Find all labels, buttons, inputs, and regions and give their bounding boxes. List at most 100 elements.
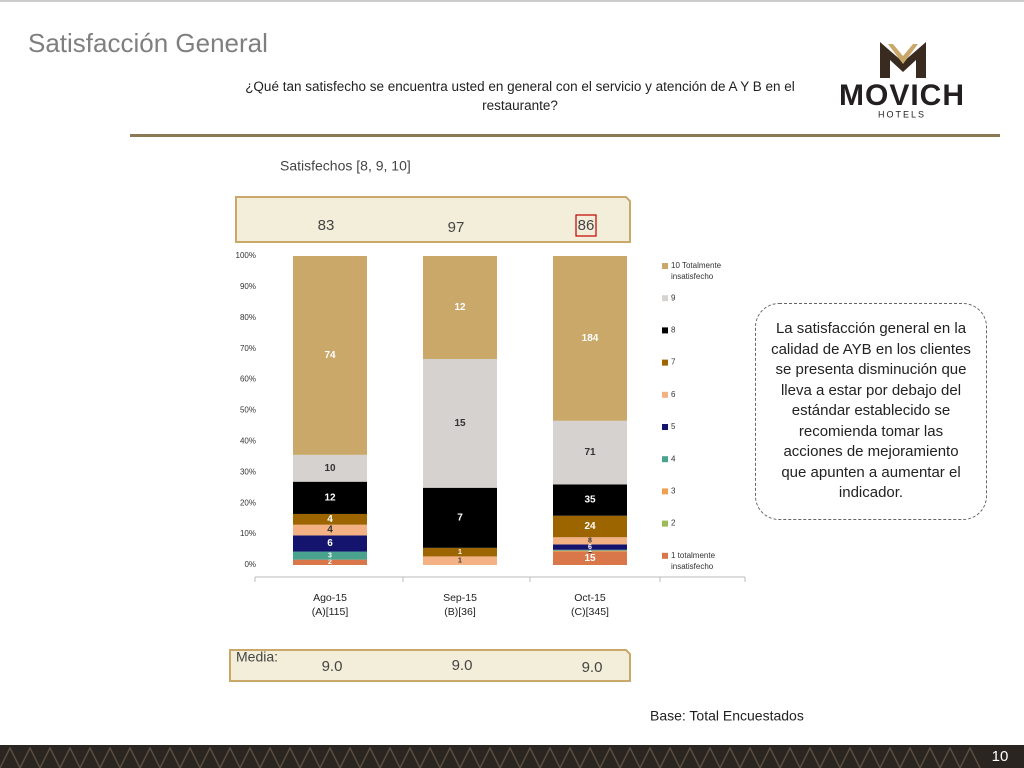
callout: La satisfacción general en la calidad de… — [755, 303, 987, 520]
value-label: 15 — [584, 553, 596, 564]
legend-label: 6 — [671, 390, 676, 399]
satisfied-value: 86 — [578, 217, 595, 234]
legend-label: 2 — [671, 519, 676, 528]
logo: MOVICH HOTELS — [839, 42, 965, 119]
bar-segment — [553, 549, 627, 551]
bar-segment — [553, 537, 627, 545]
satisfied-value: 83 — [318, 217, 335, 234]
x-tick-sublabel: (A)[115] — [312, 606, 349, 618]
bar-segment — [423, 547, 497, 557]
legend-swatch — [662, 263, 668, 269]
bar-segment — [423, 359, 497, 488]
y-tick-label: 90% — [240, 282, 256, 291]
logo-name: MOVICH — [839, 79, 965, 112]
value-label: 1 — [588, 547, 592, 554]
legend-label: 1 totalmente insatisfecho — [671, 551, 716, 571]
title: Satisfacción General — [28, 28, 268, 58]
bar-segment — [293, 524, 367, 536]
bar-segment — [293, 481, 367, 514]
value-label: 6 — [327, 538, 333, 549]
media-box — [229, 649, 631, 682]
y-tick-label: 10% — [240, 529, 256, 538]
legend-swatch — [662, 520, 668, 527]
bar-segment — [293, 535, 367, 552]
media-label: Media: — [236, 649, 278, 665]
value-label: 4 — [327, 514, 333, 525]
legend-label: 4 — [671, 454, 676, 463]
bar-segment — [293, 551, 367, 560]
legend-swatch — [662, 456, 668, 463]
value-label: 12 — [324, 492, 336, 503]
bar-segment — [293, 513, 367, 525]
y-tick-label: 40% — [240, 437, 256, 446]
value-label: 1 — [458, 549, 462, 556]
bar-segment — [423, 556, 497, 565]
y-tick-label: 80% — [240, 313, 256, 322]
value-label: 10 — [324, 463, 336, 474]
page-number: 10 — [992, 748, 1009, 765]
satisfied-label: Satisfechos [8, 9, 10] — [280, 158, 411, 174]
x-tick-label: Oct-15 — [574, 592, 606, 604]
question: ¿Qué tan satisfecho se encuentra usted e… — [245, 79, 795, 113]
y-tick-label: 20% — [240, 498, 256, 507]
media-value: 9.0 — [452, 657, 473, 674]
bar-segment — [423, 487, 497, 548]
legend-label: 9 — [671, 293, 676, 302]
value-label: 184 — [582, 333, 599, 344]
legend-swatch — [662, 488, 668, 495]
media-value: 9.0 — [582, 659, 603, 676]
logo-mark-gold — [888, 44, 918, 64]
header-rule — [130, 134, 1000, 137]
x-tick-sublabel: (C)[345] — [571, 606, 609, 618]
bar-segment — [293, 256, 367, 455]
legend-label: 10 Totalmente insatisfecho — [671, 261, 722, 281]
legend-swatch — [662, 391, 668, 398]
bar-segment — [553, 550, 627, 552]
legend-swatch — [662, 327, 668, 334]
legend-label: 7 — [671, 358, 676, 367]
value-label: 74 — [324, 350, 336, 361]
satisfied-box — [235, 196, 631, 243]
value-label: 24 — [584, 521, 596, 532]
bar-segment — [553, 256, 627, 421]
logo-sub: HOTELS — [878, 109, 926, 119]
base-note: Base: Total Encuestados — [650, 708, 804, 724]
bar-segment — [553, 420, 627, 485]
value-label: 12 — [454, 302, 466, 313]
value-label: 35 — [584, 495, 596, 506]
y-tick-label: 70% — [240, 344, 256, 353]
legend-label: 8 — [671, 326, 676, 335]
x-tick-label: Ago-15 — [313, 592, 347, 604]
satisfied-value: 97 — [448, 219, 465, 236]
bar-segment — [423, 256, 497, 359]
value-label: 1 — [458, 558, 462, 565]
y-tick-label: 0% — [244, 560, 256, 569]
legend-swatch — [662, 295, 668, 302]
legend-swatch — [662, 552, 668, 559]
x-tick-label: Sep-15 — [443, 592, 477, 604]
legend-swatch — [662, 424, 668, 430]
bar-segment — [553, 515, 627, 538]
legend-label: 3 — [671, 487, 676, 496]
bar-segment — [553, 484, 627, 516]
media-value: 9.0 — [322, 658, 343, 675]
x-tick-sublabel: (B)[36] — [444, 606, 476, 618]
bar-segment — [293, 559, 367, 565]
value-label: 15 — [454, 418, 466, 429]
highlight-box — [575, 214, 597, 237]
bar-segment — [553, 544, 627, 550]
logo-mark — [880, 42, 926, 78]
legend-label: 5 — [671, 422, 676, 431]
value-label: 2 — [328, 559, 332, 566]
bar-segment — [553, 551, 627, 565]
y-tick-label: 50% — [240, 406, 256, 415]
value-label: 3 — [328, 552, 332, 559]
legend-swatch — [662, 359, 668, 366]
y-tick-label: 100% — [236, 251, 256, 260]
y-tick-label: 30% — [240, 467, 256, 476]
value-label: 1 — [588, 548, 592, 555]
y-tick-label: 60% — [240, 375, 256, 384]
value-label: 4 — [327, 525, 333, 536]
